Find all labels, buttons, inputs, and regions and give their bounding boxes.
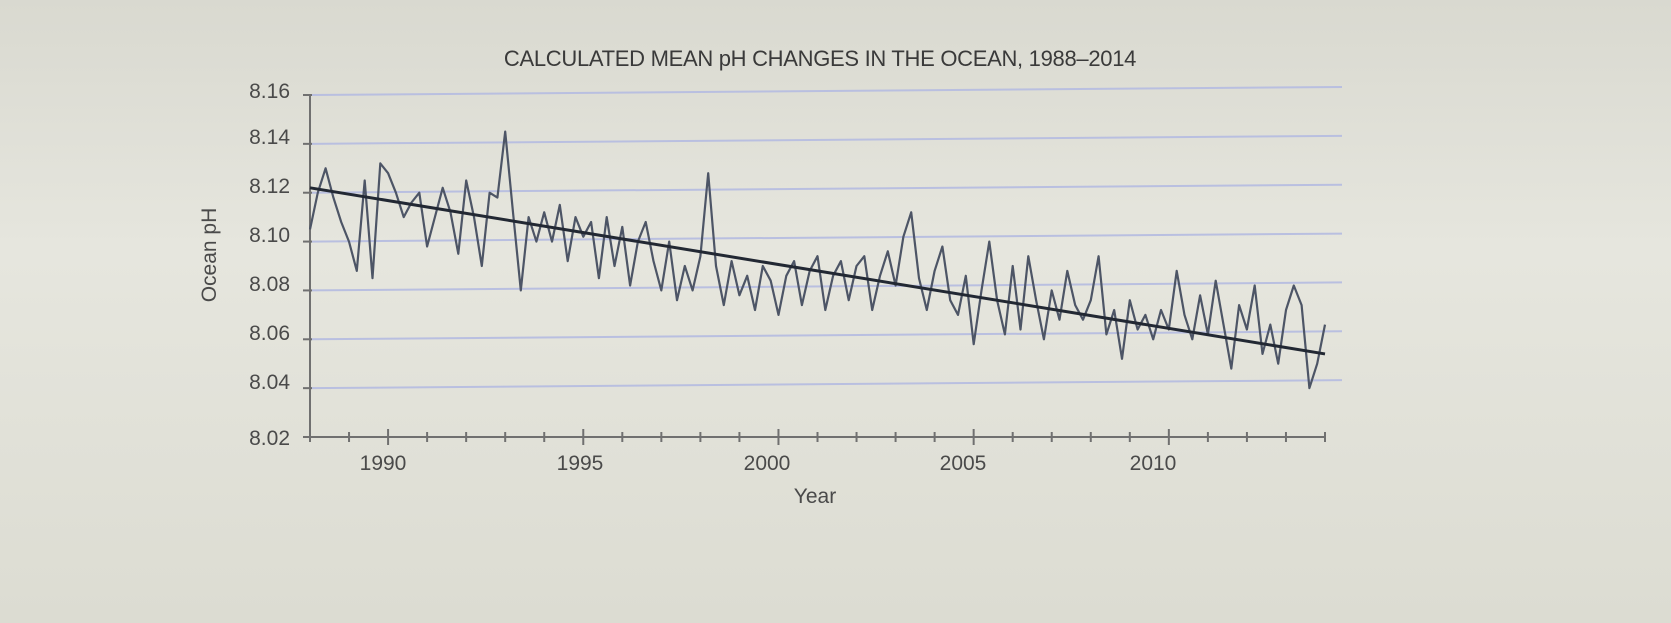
y-axis-label: Ocean pH xyxy=(198,208,221,303)
y-tick-label: 8.10 xyxy=(249,224,290,247)
y-grid-line xyxy=(309,281,1343,292)
data-series xyxy=(308,130,1327,390)
y-tick-label: 8.12 xyxy=(249,175,290,198)
y-tick-label: 8.08 xyxy=(249,273,290,296)
trend-line xyxy=(309,186,1326,356)
tick-marks xyxy=(303,94,1326,445)
x-tick-label: 2000 xyxy=(744,452,791,475)
axes xyxy=(309,95,1325,438)
y-tick-label: 8.06 xyxy=(249,322,290,345)
chart-title: CALCULATED MEAN pH CHANGES IN THE OCEAN,… xyxy=(504,46,1136,71)
y-grid-line xyxy=(309,232,1343,243)
x-tick-labels: 1990 1995 2000 2005 2010 xyxy=(360,452,1177,475)
y-grid-line xyxy=(309,86,1343,96)
y-grid-line xyxy=(309,183,1343,194)
y-grid-line xyxy=(309,330,1343,341)
y-tick-labels: 8.02 8.04 8.06 8.08 8.10 8.12 8.14 8.16 xyxy=(249,80,290,450)
y-tick-label: 8.04 xyxy=(249,371,290,394)
x-tick-label: 1990 xyxy=(360,452,407,475)
x-tick-label: 1995 xyxy=(557,452,604,475)
x-tick-label: 2010 xyxy=(1130,452,1177,475)
y-tick-label: 8.14 xyxy=(249,126,290,149)
y-grid-line xyxy=(309,134,1343,145)
x-tick-label: 2005 xyxy=(940,452,987,475)
y-grid-line xyxy=(309,379,1343,390)
grid-lines xyxy=(309,86,1343,390)
ph-series-line xyxy=(308,130,1327,390)
y-tick-label: 8.02 xyxy=(249,427,290,450)
y-tick-label: 8.16 xyxy=(249,80,290,103)
x-axis-label: Year xyxy=(794,485,836,508)
